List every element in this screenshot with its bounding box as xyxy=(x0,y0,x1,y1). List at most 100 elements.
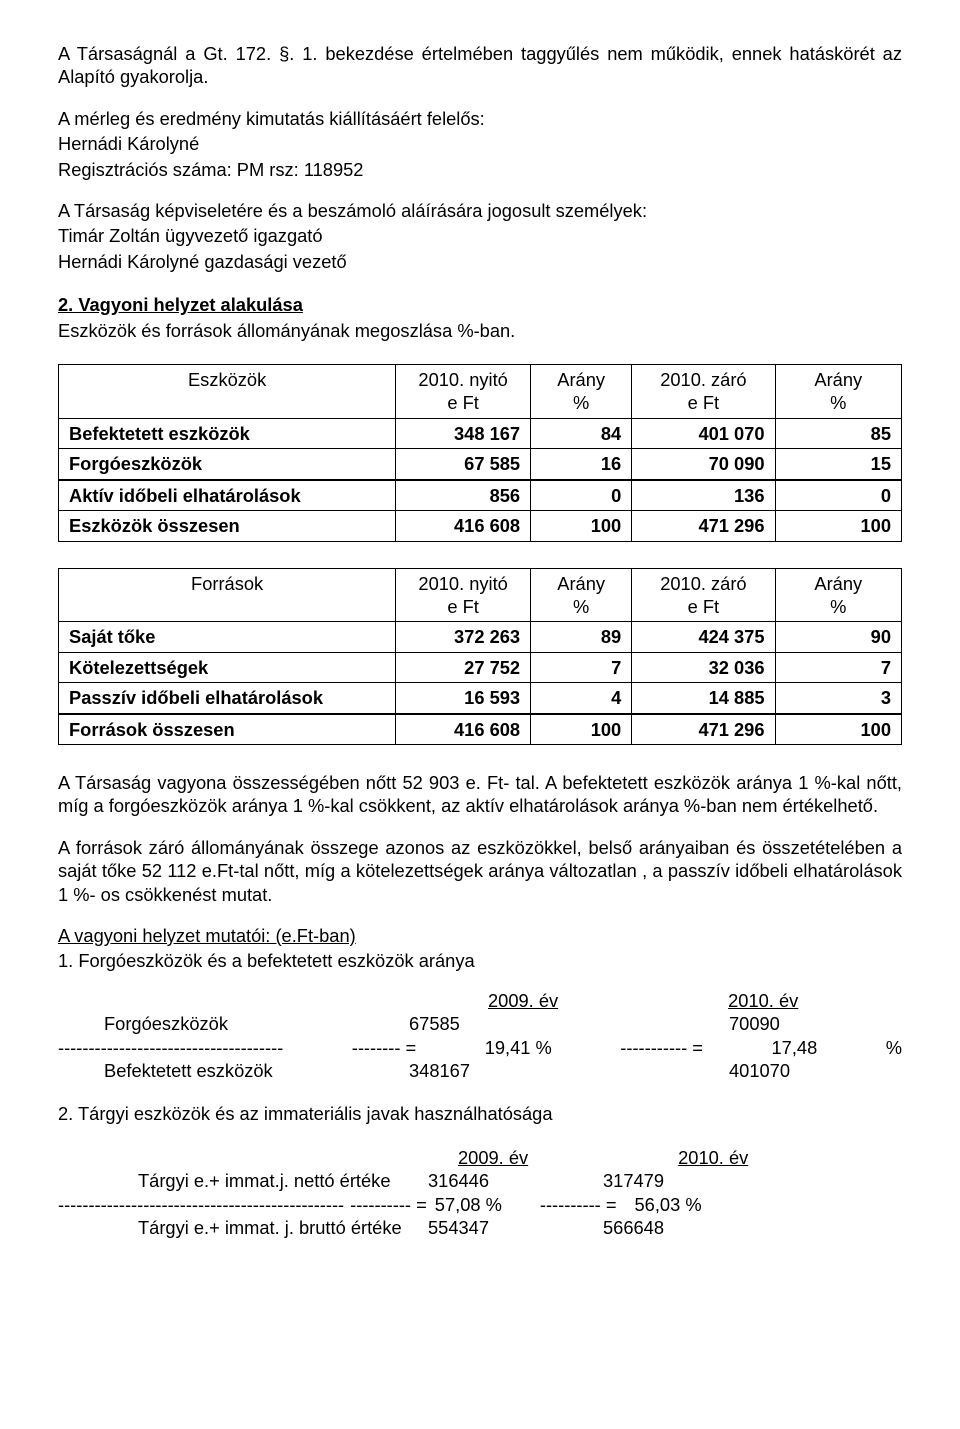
dash-eq: ---------- = xyxy=(540,1194,617,1215)
cell-value: 15 xyxy=(775,449,901,480)
cell-value: 416 608 xyxy=(396,714,531,745)
dash: ------------------------------------- xyxy=(58,1036,283,1059)
dash-eq: -------- = xyxy=(352,1037,416,1058)
indicators-title: A vagyoni helyzet mutatói: (e.Ft-ban) xyxy=(58,924,902,947)
table-row: Források 2010. nyitóe Ft Arány% 2010. zá… xyxy=(59,568,902,622)
indicator-2-block: 2009. év 2010. év Tárgyi e.+ immat.j. ne… xyxy=(58,1146,902,1240)
indicator-percent: 56,03 % xyxy=(635,1193,702,1216)
col-header: Arány% xyxy=(775,365,901,419)
indicator-value: 70090 xyxy=(729,1012,780,1035)
cell-value: 7 xyxy=(531,652,632,682)
cell-label: Aktív időbeli elhatárolások xyxy=(59,480,396,511)
cell-value: 14 885 xyxy=(632,683,775,714)
cell-value: 16 593 xyxy=(396,683,531,714)
col-header: Arány% xyxy=(775,568,901,622)
cell-value: 85 xyxy=(775,418,901,448)
indicator-value: 317479 xyxy=(603,1169,664,1192)
responsible-reg: Regisztrációs száma: PM rsz: 118952 xyxy=(58,158,902,181)
cell-label: Befektetett eszközök xyxy=(59,418,396,448)
year-label: 2010. év xyxy=(728,989,798,1012)
indicator-value: 67585 xyxy=(409,1012,559,1035)
table-row: Befektetett eszközök 348 167 84 401 070 … xyxy=(59,418,902,448)
indicator-year-row: 2009. év 2010. év xyxy=(58,1146,902,1169)
cell-value: 27 752 xyxy=(396,652,531,682)
cell-label: Kötelezettségek xyxy=(59,652,396,682)
cell-label: Eszközök összesen xyxy=(59,511,396,541)
col-header: 2010. záróe Ft xyxy=(632,365,775,419)
indicator-dash-row: ------------------------------------- --… xyxy=(58,1036,902,1059)
indicator-value: 316446 xyxy=(428,1169,603,1192)
indicator-dash-row: ----------------------------------------… xyxy=(58,1193,902,1216)
paragraph-signatories-title: A Társaság képviseletére és a beszámoló … xyxy=(58,199,902,222)
dash-eq: ---------- = xyxy=(350,1194,427,1215)
cell-value: 89 xyxy=(531,622,632,652)
col-header: Források xyxy=(59,568,396,622)
table-row: Eszközök 2010. nyitóe Ft Arány% 2010. zá… xyxy=(59,365,902,419)
cell-value: 372 263 xyxy=(396,622,531,652)
cell-value: 471 296 xyxy=(632,511,775,541)
year-label: 2009. év xyxy=(458,1146,528,1169)
cell-label: Forgóeszközök xyxy=(59,449,396,480)
cell-value: 401 070 xyxy=(632,418,775,448)
cell-value: 90 xyxy=(775,622,901,652)
indicator-value: 401070 xyxy=(729,1059,790,1082)
col-header: 2010. záróe Ft xyxy=(632,568,775,622)
indicator-label: Tárgyi e.+ immat.j. nettó értéke xyxy=(138,1169,428,1192)
col-header: Arány% xyxy=(531,568,632,622)
cell-value: 100 xyxy=(531,511,632,541)
col-header: Arány% xyxy=(531,365,632,419)
year-label: 2009. év xyxy=(488,989,558,1012)
indicator-value: 348167 xyxy=(409,1059,559,1082)
cell-value: 471 296 xyxy=(632,714,775,745)
indicator-1-title: 1. Forgóeszközök és a befektetett eszköz… xyxy=(58,949,902,972)
cell-value: 100 xyxy=(531,714,632,745)
cell-value: 7 xyxy=(775,652,901,682)
cell-value: 0 xyxy=(531,480,632,511)
cell-value: 32 036 xyxy=(632,652,775,682)
cell-value: 0 xyxy=(775,480,901,511)
indicator-row: Befektetett eszközök 348167 401070 xyxy=(58,1059,902,1082)
table-row: Passzív időbeli elhatárolások 16 593 4 1… xyxy=(59,683,902,714)
indicator-2-title: 2. Tárgyi eszközök és az immateriális ja… xyxy=(58,1102,902,1125)
cell-label: Passzív időbeli elhatárolások xyxy=(59,683,396,714)
section-2-subtitle: Eszközök és források állományának megosz… xyxy=(58,319,902,342)
indicator-1-block: 2009. év 2010. év Forgóeszközök 67585 70… xyxy=(58,989,902,1083)
cell-value: 856 xyxy=(396,480,531,511)
paragraph-responsible-title: A mérleg és eredmény kimutatás kiállítás… xyxy=(58,107,902,130)
indicator-row: Forgóeszközök 67585 70090 xyxy=(58,1012,902,1035)
cell-label: Saját tőke xyxy=(59,622,396,652)
signatory-1: Timár Zoltán ügyvezető igazgató xyxy=(58,224,902,247)
indicator-value: 554347 xyxy=(428,1216,603,1239)
paragraph-vagyon: A Társaság vagyona összességében nőtt 52… xyxy=(58,771,902,818)
indicator-percent: % xyxy=(886,1036,902,1059)
indicator-label: Befektetett eszközök xyxy=(104,1059,409,1082)
indicator-row: Tárgyi e.+ immat. j. bruttó értéke 55434… xyxy=(58,1216,902,1239)
cell-value: 67 585 xyxy=(396,449,531,480)
cell-value: 416 608 xyxy=(396,511,531,541)
paragraph-forrasok: A források záró állományának összege azo… xyxy=(58,836,902,906)
cell-value: 100 xyxy=(775,714,901,745)
section-2-title: 2. Vagyoni helyzet alakulása xyxy=(58,293,902,316)
dash: ----------------------------------------… xyxy=(58,1193,344,1216)
table-row: Aktív időbeli elhatárolások 856 0 136 0 xyxy=(59,480,902,511)
responsible-name: Hernádi Károlyné xyxy=(58,132,902,155)
table-row: Kötelezettségek 27 752 7 32 036 7 xyxy=(59,652,902,682)
year-label: 2010. év xyxy=(678,1146,748,1169)
paragraph-intro: A Társaságnál a Gt. 172. §. 1. bekezdése… xyxy=(58,42,902,89)
indicator-label: Tárgyi e.+ immat. j. bruttó értéke xyxy=(138,1216,428,1239)
indicator-year-row: 2009. év 2010. év xyxy=(58,989,902,1012)
indicator-percent: 17,48 xyxy=(771,1036,817,1059)
table-liabilities: Források 2010. nyitóe Ft Arány% 2010. zá… xyxy=(58,568,902,745)
table-row: Forgóeszközök 67 585 16 70 090 15 xyxy=(59,449,902,480)
cell-value: 16 xyxy=(531,449,632,480)
cell-value: 424 375 xyxy=(632,622,775,652)
indicator-percent: 57,08 % xyxy=(435,1193,502,1216)
indicator-row: Tárgyi e.+ immat.j. nettó értéke 316446 … xyxy=(58,1169,902,1192)
table-row: Saját tőke 372 263 89 424 375 90 xyxy=(59,622,902,652)
cell-value: 100 xyxy=(775,511,901,541)
cell-value: 70 090 xyxy=(632,449,775,480)
table-assets: Eszközök 2010. nyitóe Ft Arány% 2010. zá… xyxy=(58,364,902,541)
col-header: Eszközök xyxy=(59,365,396,419)
cell-value: 84 xyxy=(531,418,632,448)
cell-value: 136 xyxy=(632,480,775,511)
